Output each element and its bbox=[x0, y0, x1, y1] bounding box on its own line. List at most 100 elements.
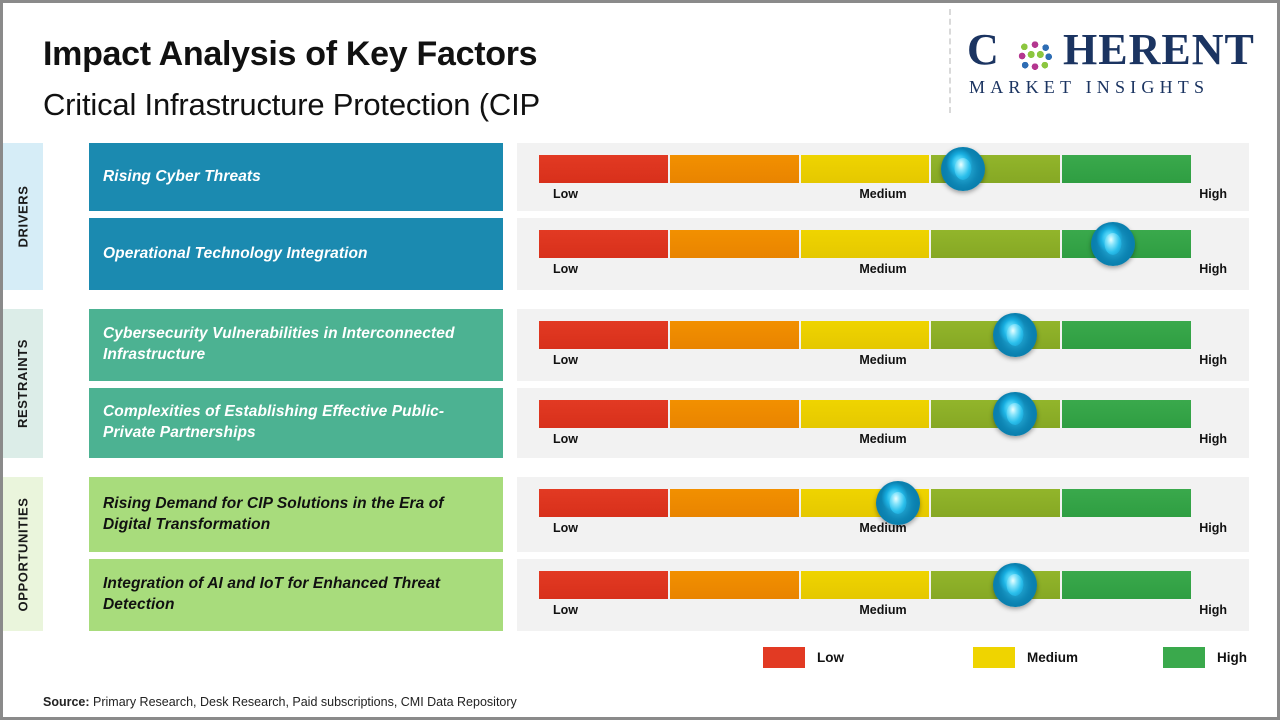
impact-marker[interactable] bbox=[940, 147, 985, 191]
scale-segment-5 bbox=[1062, 321, 1191, 349]
gauge-row: Low Medium High bbox=[517, 477, 1249, 552]
scale-label-low: Low bbox=[553, 521, 578, 535]
legend-item-medium: Medium bbox=[973, 647, 1078, 668]
category-panel-opportunities: OPPORTUNITIES bbox=[3, 477, 43, 631]
impact-marker[interactable] bbox=[992, 313, 1037, 357]
logo-letter-c: C bbox=[967, 25, 1000, 74]
legend-swatch bbox=[1163, 647, 1205, 668]
impact-scale-bar bbox=[539, 400, 1191, 428]
gauge-row: Low Medium High bbox=[517, 388, 1249, 458]
factor-box[interactable]: Complexities of Establishing Effective P… bbox=[89, 388, 503, 458]
scale-segment-4 bbox=[931, 230, 1061, 258]
logo-letters-rest: HERENT bbox=[1063, 25, 1255, 74]
brand-logo: C HERENT MARKET INSIGHTS bbox=[963, 23, 1268, 109]
scale-label-high: High bbox=[1199, 603, 1227, 617]
scale-segment-5 bbox=[1062, 571, 1191, 599]
slide-header: Impact Analysis of Key Factors Critical … bbox=[3, 3, 1280, 135]
scale-segment-2 bbox=[669, 489, 799, 517]
category-panel-restraints: RESTRAINTS bbox=[3, 309, 43, 458]
scale-segment-2 bbox=[669, 155, 799, 183]
scale-segment-1 bbox=[539, 321, 668, 349]
impact-scale-bar bbox=[539, 321, 1191, 349]
factor-box[interactable]: Operational Technology Integration bbox=[89, 218, 503, 290]
impact-matrix: Rising Cyber Threats Low Medium High Operati… bbox=[3, 143, 1280, 631]
gauge-row: Low Medium High bbox=[517, 143, 1249, 211]
impact-marker[interactable] bbox=[992, 392, 1037, 436]
impact-scale-bar bbox=[539, 489, 1191, 517]
scale-label-low: Low bbox=[553, 432, 578, 446]
scale-label-medium: Medium bbox=[859, 262, 907, 276]
scale-segment-1 bbox=[539, 155, 668, 183]
source-note: Source: Primary Research, Desk Research,… bbox=[43, 695, 517, 709]
legend-label: Low bbox=[817, 650, 844, 665]
impact-marker[interactable] bbox=[992, 563, 1037, 607]
scale-label-low: Low bbox=[553, 353, 578, 367]
scale-segment-3 bbox=[800, 155, 930, 183]
page-title: Impact Analysis of Key Factors bbox=[43, 35, 538, 73]
scale-segment-1 bbox=[539, 400, 668, 428]
category-label: DRIVERS bbox=[15, 185, 31, 248]
logo-wordmark: C HERENT bbox=[963, 23, 1268, 77]
factor-label: Cybersecurity Vulnerabilities in Interco… bbox=[103, 325, 455, 363]
scale-label-high: High bbox=[1199, 187, 1227, 201]
factor-label: Integration of AI and IoT for Enhanced T… bbox=[103, 575, 441, 613]
scale-segment-5 bbox=[1062, 155, 1191, 183]
factor-label: Rising Cyber Threats bbox=[103, 167, 261, 185]
scale-label-high: High bbox=[1199, 353, 1227, 367]
gauge-row: Low Medium High bbox=[517, 309, 1249, 381]
scale-segment-2 bbox=[669, 400, 799, 428]
scale-segment-3 bbox=[800, 571, 930, 599]
chart-legend: Low Medium High bbox=[763, 647, 1247, 673]
scale-label-low: Low bbox=[553, 603, 578, 617]
legend-label: Medium bbox=[1027, 650, 1079, 665]
category-panel-drivers: DRIVERS bbox=[3, 143, 43, 290]
scale-segment-4 bbox=[931, 489, 1061, 517]
scale-label-medium: Medium bbox=[859, 603, 907, 617]
scale-segment-1 bbox=[539, 489, 668, 517]
factor-box[interactable]: Cybersecurity Vulnerabilities in Interco… bbox=[89, 309, 503, 381]
scale-label-high: High bbox=[1199, 262, 1227, 276]
logo-tagline: MARKET INSIGHTS bbox=[969, 77, 1210, 97]
legend-swatch bbox=[973, 647, 1015, 668]
scale-segment-1 bbox=[539, 230, 668, 258]
impact-scale-bar bbox=[539, 230, 1191, 258]
scale-segment-3 bbox=[800, 400, 930, 428]
legend-item-high: High bbox=[1163, 647, 1247, 668]
scale-segment-3 bbox=[800, 321, 930, 349]
scale-segment-5 bbox=[1062, 400, 1191, 428]
scale-label-high: High bbox=[1199, 521, 1227, 535]
gauge-row: Low Medium High bbox=[517, 218, 1249, 290]
factor-box[interactable]: Rising Cyber Threats bbox=[89, 143, 503, 211]
factor-box[interactable]: Rising Demand for CIP Solutions in the E… bbox=[89, 477, 503, 552]
factor-label: Rising Demand for CIP Solutions in the E… bbox=[103, 494, 444, 533]
scale-label-low: Low bbox=[553, 262, 578, 276]
impact-scale-bar bbox=[539, 571, 1191, 599]
scale-segment-2 bbox=[669, 571, 799, 599]
page-subtitle: Critical Infrastructure Protection (CIP bbox=[43, 87, 540, 122]
scale-segment-3 bbox=[800, 230, 930, 258]
category-label: RESTRAINTS bbox=[15, 338, 31, 429]
scale-label-low: Low bbox=[553, 187, 578, 201]
source-text: Primary Research, Desk Research, Paid su… bbox=[89, 695, 517, 709]
scale-label-medium: Medium bbox=[859, 521, 907, 535]
scale-label-medium: Medium bbox=[859, 353, 907, 367]
category-label: OPPORTUNITIES bbox=[15, 497, 31, 611]
factor-label: Operational Technology Integration bbox=[103, 244, 368, 262]
source-label: Source: bbox=[43, 695, 90, 709]
header-dashed-divider bbox=[949, 9, 951, 113]
dotted-globe-icon bbox=[1016, 37, 1054, 75]
gauge-row: Low Medium High bbox=[517, 559, 1249, 631]
legend-item-low: Low bbox=[763, 647, 844, 668]
impact-marker[interactable] bbox=[1090, 222, 1135, 266]
factor-box[interactable]: Integration of AI and IoT for Enhanced T… bbox=[89, 559, 503, 631]
impact-marker[interactable] bbox=[875, 481, 920, 525]
scale-label-medium: Medium bbox=[859, 432, 907, 446]
scale-label-high: High bbox=[1199, 432, 1227, 446]
scale-segment-2 bbox=[669, 321, 799, 349]
scale-segment-1 bbox=[539, 571, 668, 599]
factor-label: Complexities of Establishing Effective P… bbox=[103, 403, 445, 441]
legend-label: High bbox=[1217, 650, 1247, 665]
legend-swatch bbox=[763, 647, 805, 668]
impact-scale-bar bbox=[539, 155, 1191, 183]
